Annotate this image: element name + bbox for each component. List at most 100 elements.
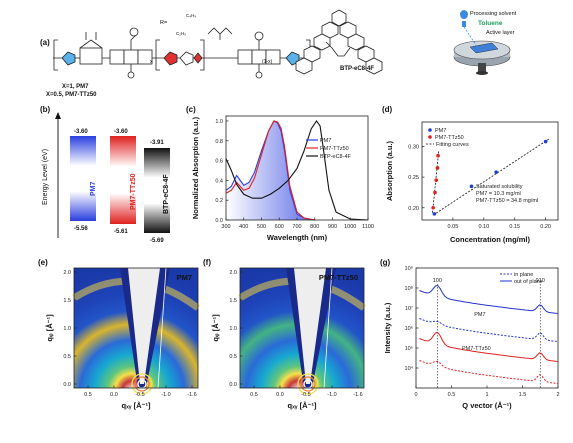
- cut-line: [157, 267, 167, 389]
- y-tick-label: 0.0: [229, 382, 237, 388]
- y-tick-label: 1.5: [229, 298, 237, 304]
- y-axis-label: Intensity (a.u.): [383, 302, 392, 353]
- data-point-1: [434, 178, 439, 182]
- btp-homo: -5.69: [150, 238, 164, 244]
- giwaxs-pm7-image: PM7 0.5 0.0 -0.5 -1.0 -1.6 0.0 0.5 1.0 1.5 2.0 qₓᵧ …: [45, 267, 201, 410]
- y-axis-label: Normalized Absorption (a.u.): [191, 116, 200, 219]
- pm7-name: PM7: [90, 181, 97, 196]
- panel-label-f: (f): [203, 258, 211, 267]
- x-tick-label: 900: [328, 224, 337, 230]
- y-tick-label: 10⁷: [405, 305, 413, 312]
- y-tick-label: 10⁴: [405, 365, 414, 372]
- x-tick-label: -1.6: [353, 392, 362, 398]
- legend-marker: [428, 135, 432, 139]
- x-tick-label: 1000: [344, 224, 356, 230]
- legend-label: PM7: [320, 138, 331, 144]
- y-axis-label: Absorption (a.u.): [385, 141, 394, 201]
- x-tick-label: 0.0: [276, 392, 284, 398]
- y-tick-label: 10⁶: [405, 325, 413, 332]
- subscript-1-x: (1-x): [262, 59, 273, 65]
- panel-label-a: (a): [40, 38, 50, 47]
- panel-label-c: (c): [186, 105, 196, 114]
- peak-label-010: 010: [536, 278, 545, 284]
- pm7-in-plane: [419, 318, 559, 342]
- panel-label-d: (d): [382, 105, 393, 114]
- y-tick-label: 0.0: [63, 382, 71, 388]
- ttz-in-plane: [419, 360, 559, 384]
- series-line-2: [225, 119, 369, 221]
- polymer-pm7-label: X=1, PM7: [62, 84, 89, 90]
- x-tick-label: 1100: [362, 224, 374, 230]
- y-tick-label: 10⁹: [405, 265, 413, 272]
- y-tick-label: 2.0: [63, 270, 71, 276]
- inner-ring: [134, 376, 150, 392]
- y-tick-label: 0.6: [215, 159, 223, 165]
- y-tick-label: 0.8: [215, 139, 223, 145]
- y-tick-label: 0.20: [408, 206, 419, 212]
- legend-label: PM7-TTz50: [320, 146, 349, 152]
- series-line-1: [225, 120, 315, 221]
- legend-label: Fitting curves: [436, 142, 469, 148]
- pm7-bar: [70, 136, 96, 221]
- y-tick-label: 1.0: [63, 326, 71, 332]
- y-axis-label: qᵩ [Å⁻¹]: [211, 314, 220, 342]
- x-tick-label: 600: [275, 224, 284, 230]
- y-tick-label: 0.5: [63, 354, 71, 360]
- legend-label: PM7-TTz50: [435, 135, 464, 141]
- x-tick-label: 0.0: [110, 392, 118, 398]
- panel-label-e: (e): [38, 258, 48, 267]
- r-group-label: R=: [160, 20, 168, 26]
- x-tick-label: 0.20: [540, 224, 551, 230]
- image-title: PM7: [177, 273, 192, 282]
- sample-label-ttz: PM7-TTz50: [462, 346, 491, 352]
- x-tick-label: 500: [257, 224, 266, 230]
- beam-stop: [294, 268, 326, 384]
- x-tick-label: 0.10: [478, 224, 489, 230]
- ttz-fit-line: [432, 151, 440, 213]
- x-tick-label: -1.0: [161, 392, 170, 398]
- panel-label-b: (b): [40, 105, 51, 114]
- x-axis-label: Concentration (mg/ml): [450, 235, 531, 244]
- x-axis-label: qₓᵧ [Å⁻¹]: [121, 401, 151, 410]
- plot-frame: [421, 121, 559, 221]
- y-tick-label: 0.0: [215, 218, 223, 224]
- y-tick-label: 10⁵: [405, 345, 413, 352]
- side-chain-2: C₂H₅: [176, 31, 187, 36]
- data-point-0: [494, 170, 498, 175]
- inner-ring: [300, 376, 316, 392]
- x-tick-label: 0.15: [509, 224, 520, 230]
- x-tick-label: 0.5: [448, 392, 456, 398]
- image-title: PM7-TTz50: [319, 273, 358, 282]
- x-tick-label: 0.5: [250, 392, 258, 398]
- side-chain-1: C₄H₉: [186, 13, 197, 18]
- x-tick-label: 1.5: [519, 392, 527, 398]
- sample-label-pm7: PM7: [474, 312, 485, 318]
- btp-bar: [144, 148, 170, 233]
- legend-label: out of plane: [514, 279, 543, 285]
- data-point-0: [432, 212, 437, 216]
- data-point-1: [433, 190, 437, 195]
- pm7-absorption-fill: [226, 120, 315, 220]
- legend-label: BTP-eC8-4F: [320, 154, 352, 160]
- x-tick-label: -1.6: [187, 392, 196, 398]
- y-tick-label: 10⁸: [405, 285, 413, 292]
- legend-marker: [428, 128, 432, 132]
- spin-coater-icon: [453, 10, 511, 75]
- legend-label: PM7: [435, 128, 446, 134]
- x-tick-label: 700: [292, 224, 301, 230]
- solubility-annotation: PM7-TTz50 = 34.8 mg/ml: [476, 198, 538, 204]
- panel-label-g: (g): [380, 258, 391, 267]
- solubility-annotation: PM7 = 10.3 mg/ml: [476, 191, 521, 197]
- x-tick-label: 400: [239, 224, 248, 230]
- absorption-chart: 300 400 500 600 700 800 900 1000 1100 0.0 0.2 0.4 0.…: [191, 115, 374, 242]
- linecut-chart: 100 010 PM7 PM7-TTz50 0 0.5 1 1.5 2 10⁴ 10⁵ 10⁶ 10⁷ 1…: [383, 265, 560, 410]
- x-tick-label: 2: [556, 392, 559, 398]
- btp-lumo: -3.91: [150, 140, 164, 146]
- data-point-1: [431, 205, 435, 210]
- acceptor-structure: [295, 9, 383, 75]
- inner-ring: [297, 373, 319, 395]
- ttz-lumo: -3.60: [114, 129, 128, 135]
- legend-label: in plane: [514, 272, 533, 278]
- pm7-homo: -5.56: [74, 226, 88, 232]
- pm7-lumo: -3.60: [74, 129, 88, 135]
